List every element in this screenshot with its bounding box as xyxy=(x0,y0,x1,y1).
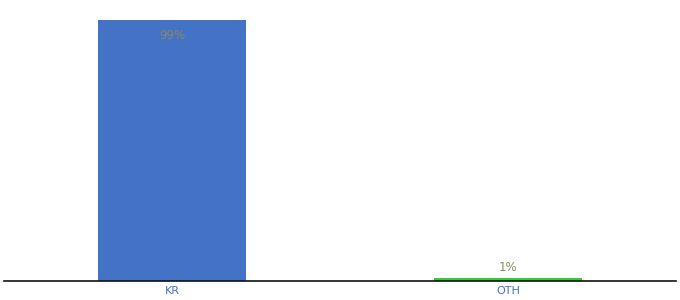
Text: 1%: 1% xyxy=(498,261,517,274)
Bar xyxy=(434,278,582,281)
Bar xyxy=(98,20,246,281)
Text: 99%: 99% xyxy=(159,29,185,42)
